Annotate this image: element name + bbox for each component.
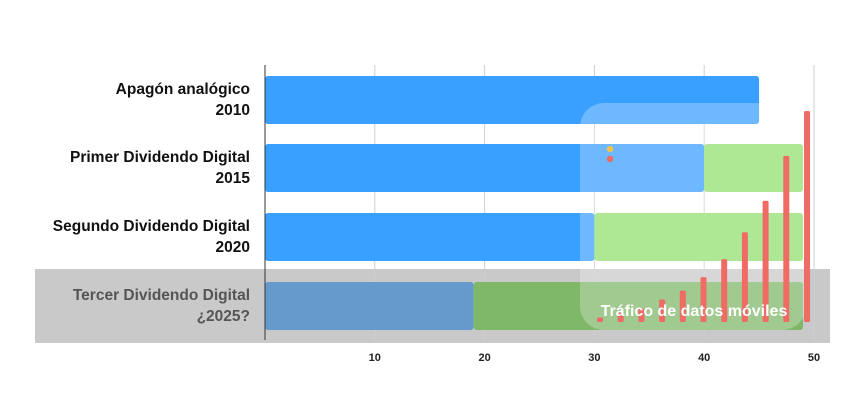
category-label: Apagón analógico 2010 — [10, 79, 250, 121]
category-name: Tercer Dividendo Digital — [72, 287, 250, 304]
inset-bar — [804, 111, 810, 322]
x-tick-label: 30 — [588, 352, 600, 364]
bar-segment — [265, 282, 474, 330]
inset-bar — [721, 259, 728, 322]
bars — [265, 76, 804, 330]
bar-segment — [265, 76, 760, 124]
inset-legend-marker — [606, 145, 614, 153]
bar-segment — [594, 213, 804, 261]
x-tick-label: 40 — [698, 352, 710, 364]
category-year: 2015 — [215, 170, 250, 187]
category-label: Tercer Dividendo Digital ¿2025? — [10, 285, 250, 327]
bar-segment — [704, 144, 804, 192]
bar-segment — [473, 282, 804, 330]
inset-bar — [597, 317, 603, 322]
category-label: Segundo Dividendo Digital 2020 — [10, 216, 250, 258]
x-axis-ticks: 10 20 30 40 50 — [369, 352, 820, 364]
inset-bar — [741, 232, 748, 322]
category-name: Apagón analógico — [115, 81, 250, 98]
category-name: Primer Dividendo Digital — [69, 149, 250, 166]
inset-panel — [580, 103, 806, 330]
category-year: 2020 — [215, 239, 250, 256]
inset-bars — [597, 111, 810, 322]
x-tick-label: 10 — [369, 352, 381, 364]
category-year: 2010 — [215, 102, 250, 119]
inset-chart: Tráfico de datos móviles — [580, 103, 810, 330]
bar-segment — [265, 144, 705, 192]
inset-legend-marker — [606, 155, 614, 163]
inset-legend — [606, 145, 614, 163]
inset-bar — [700, 277, 707, 322]
inset-bar — [638, 308, 645, 322]
inset-bar — [679, 290, 686, 322]
category-label: Primer Dividendo Digital 2015 — [10, 147, 250, 189]
bar-segment — [265, 213, 595, 261]
x-tick-label: 50 — [808, 352, 820, 364]
x-tick-label: 20 — [478, 352, 490, 364]
inset-bar — [617, 313, 624, 322]
inset-bar — [783, 155, 790, 322]
category-name: Segundo Dividendo Digital — [52, 218, 250, 235]
inset-bar — [762, 200, 769, 322]
inset-bar — [659, 299, 666, 322]
category-year: ¿2025? — [196, 308, 250, 325]
inset-title: Tráfico de datos móviles — [601, 303, 788, 320]
